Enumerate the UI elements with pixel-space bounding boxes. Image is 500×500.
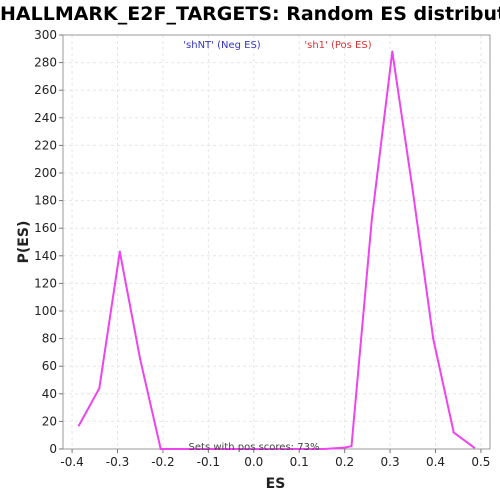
y-tick-label: 240: [34, 111, 57, 125]
data-point: [411, 189, 414, 192]
data-point: [180, 448, 183, 450]
data-point: [241, 448, 244, 450]
x-tick-label: 0.4: [426, 455, 445, 469]
y-tick-label: 60: [42, 359, 57, 373]
y-tick-label: 0: [49, 442, 57, 456]
legend-pos-es: 'sh1' (Pos ES): [304, 40, 371, 51]
data-point: [118, 250, 121, 253]
data-point: [370, 217, 373, 220]
x-tick-label: -0.4: [60, 455, 83, 469]
y-tick-label: 40: [42, 387, 57, 401]
y-tick-label: 160: [34, 221, 57, 235]
y-axis: 0 20 40 60 80 100 120 140 160 180 200 220 240 260 280 3…: [34, 28, 63, 456]
x-tick-label: -0.2: [151, 455, 174, 469]
data-point: [343, 446, 346, 449]
x-tick-label: 0.0: [244, 455, 263, 469]
data-point: [282, 448, 285, 450]
x-axis-title: ES: [266, 476, 286, 492]
y-tick-label: 180: [34, 194, 57, 208]
plot-frame: [62, 34, 491, 450]
data-point: [452, 431, 455, 434]
pos-score-annotation: Sets with pos scores: 73%: [189, 442, 320, 453]
x-tick-label: -0.1: [197, 455, 220, 469]
data-point: [302, 448, 305, 450]
legend-neg-es: 'shNT' (Neg ES): [183, 40, 261, 51]
data-point: [98, 387, 101, 390]
series-line: [78, 50, 475, 450]
y-tick-label: 200: [34, 166, 57, 180]
y-tick-label: 80: [42, 332, 57, 346]
y-tick-label: 280: [34, 56, 57, 70]
series-group: [77, 50, 476, 450]
data-point: [159, 448, 162, 450]
x-axis: -0.4 -0.3 -0.2 -0.1 0.0 0.1 0.2 0.3 0.4 0.5: [60, 449, 490, 469]
x-tick-label: 0.2: [335, 455, 354, 469]
data-point: [261, 448, 264, 450]
data-point: [220, 448, 223, 450]
data-point: [391, 50, 394, 53]
x-tick-label: 0.1: [290, 455, 309, 469]
data-point: [432, 337, 435, 340]
x-tick-label: 0.3: [381, 455, 400, 469]
data-point: [200, 448, 203, 450]
y-tick-label: 220: [34, 138, 57, 152]
data-point: [350, 445, 353, 448]
y-tick-label: 300: [34, 28, 57, 42]
data-point: [323, 448, 326, 450]
y-tick-label: 100: [34, 304, 57, 318]
x-tick-label: 0.5: [471, 455, 490, 469]
data-point: [77, 424, 80, 427]
y-tick-label: 140: [34, 249, 57, 263]
grid-lines: [63, 34, 490, 450]
y-tick-label: 260: [34, 83, 57, 97]
y-tick-label: 120: [34, 276, 57, 290]
y-axis-title: P(ES): [16, 221, 32, 264]
x-tick-label: -0.3: [106, 455, 129, 469]
chart-title: HALLMARK_E2F_TARGETS: Random ES distribu…: [0, 3, 500, 25]
y-tick-label: 20: [42, 414, 57, 428]
data-point: [139, 358, 142, 361]
data-point: [473, 446, 476, 449]
